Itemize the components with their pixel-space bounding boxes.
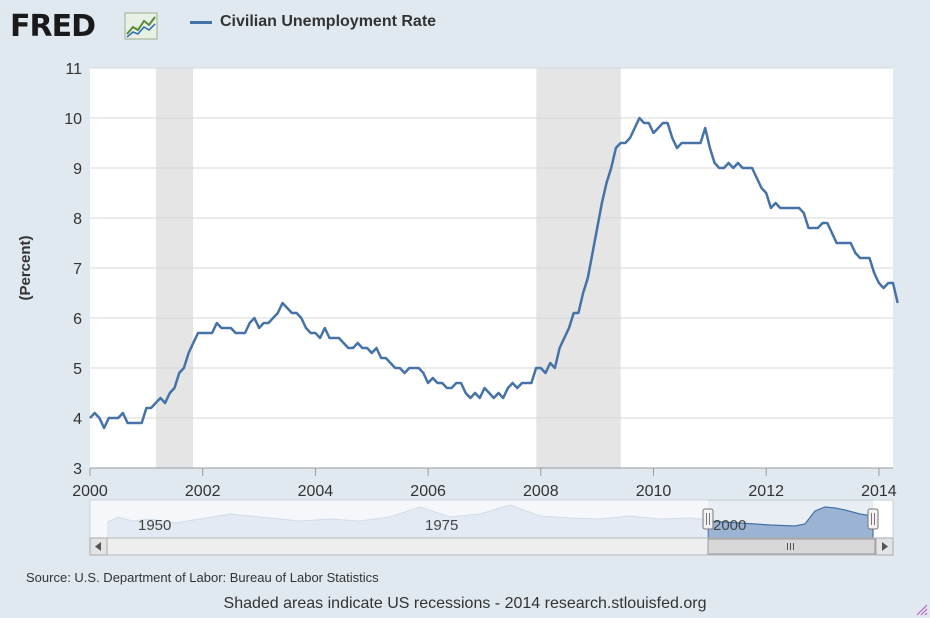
x-tick-label: 2002 <box>185 483 221 500</box>
scrollbar-thumb[interactable] <box>707 538 876 555</box>
arrow-right-icon[interactable] <box>875 537 894 556</box>
fred-logo: FRED <box>10 9 96 44</box>
y-tick-label: 9 <box>73 161 82 178</box>
navigator-label-2000: 2000 <box>713 517 746 534</box>
y-axis-label: (Percent) <box>17 235 34 300</box>
chart-trend-icon <box>124 12 158 40</box>
legend-swatch <box>190 20 212 24</box>
arrow-left-icon[interactable] <box>89 537 108 556</box>
x-tick-label: 2010 <box>636 483 672 500</box>
y-tick-label: 5 <box>73 361 82 378</box>
resize-grip-icon[interactable] <box>914 602 928 616</box>
range-navigator[interactable]: 1950 1975 2000 <box>89 499 894 539</box>
navigator-handle-left[interactable] <box>702 508 714 530</box>
y-tick-label: 3 <box>73 461 82 478</box>
navigator-label-1975: 1975 <box>425 517 458 534</box>
chart-legend[interactable]: Civilian Unemployment Rate <box>190 13 436 31</box>
y-tick-label: 7 <box>73 261 82 278</box>
scrollbar[interactable] <box>89 537 894 556</box>
navigator-handle-right[interactable] <box>867 508 879 530</box>
y-tick-label: 8 <box>73 211 82 228</box>
source-note: Source: U.S. Department of Labor: Bureau… <box>26 570 379 585</box>
y-tick-label: 6 <box>73 311 82 328</box>
navigator-history-area <box>107 504 709 539</box>
x-tick-label: 2012 <box>748 483 784 500</box>
x-tick-label: 2000 <box>72 483 108 500</box>
x-tick-label: 2006 <box>410 483 446 500</box>
navigator-label-1950: 1950 <box>138 517 171 534</box>
legend-label: Civilian Unemployment Rate <box>220 13 437 30</box>
y-tick-label: 10 <box>64 111 82 128</box>
series-line[interactable] <box>89 116 899 430</box>
y-tick-label: 4 <box>73 411 82 428</box>
navigator-selection[interactable] <box>708 500 873 538</box>
grip-lines-icon <box>787 543 794 550</box>
unemployment-chart: 3 4 5 6 7 8 9 10 11 2000 2002 2004 2006 2008 2010 2012… <box>17 61 899 556</box>
recession-note[interactable]: Shaded areas indicate US recessions - 20… <box>223 595 707 612</box>
navigator-mask-left <box>90 500 708 538</box>
x-tick-label: 2004 <box>298 483 334 500</box>
x-tick-label: 2014 <box>861 483 897 500</box>
x-tick-label: 2008 <box>523 483 559 500</box>
y-tick-label: 11 <box>65 61 82 78</box>
